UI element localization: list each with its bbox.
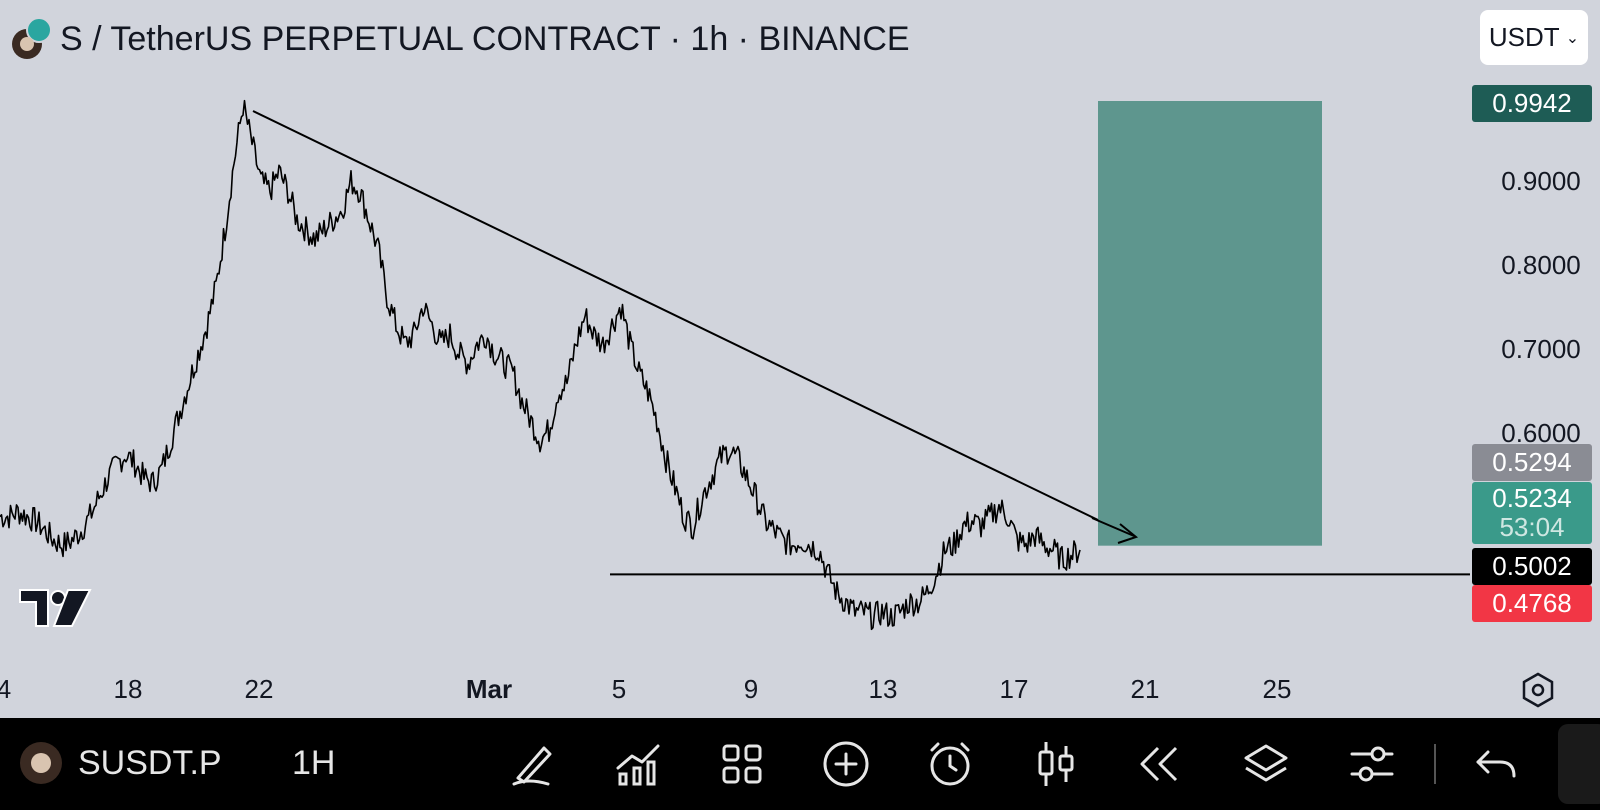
date-label: 13 <box>868 674 898 704</box>
indicators-icon[interactable] <box>612 738 664 790</box>
last-price-label: 0.5234 <box>1492 483 1572 513</box>
date-label: 5 <box>611 674 627 704</box>
settings-sliders-icon[interactable] <box>1346 738 1398 790</box>
interval-button[interactable]: 1H <box>292 744 336 782</box>
symbol-logo-icon <box>20 742 62 784</box>
date-label: 25 <box>1262 674 1292 704</box>
level-price-tag: 0.5002 <box>1472 548 1592 585</box>
entry-price-tag: 0.5294 <box>1472 444 1592 481</box>
price-tick: 0.6000 <box>1501 418 1581 448</box>
last-price-tag: 0.5234 53:04 <box>1472 482 1592 544</box>
draw-icon[interactable] <box>508 738 560 790</box>
projection-arrow-head <box>1117 523 1139 544</box>
alert-icon[interactable] <box>924 738 976 790</box>
tradingview-logo <box>19 589 92 627</box>
date-label: 17 <box>999 674 1029 704</box>
date-label: Mar <box>465 674 513 704</box>
price-chart[interactable] <box>0 0 1600 718</box>
price-tick: 0.8000 <box>1501 250 1581 280</box>
date-label: 18 <box>113 674 143 704</box>
chart-settings-icon[interactable] <box>1518 670 1558 710</box>
date-label: 21 <box>1130 674 1160 704</box>
stop-price-tag: 0.4768 <box>1472 585 1592 622</box>
date-label: 22 <box>244 674 274 704</box>
currency-selector[interactable]: USDT ⌄ <box>1480 10 1588 65</box>
target-price-tag: 0.9942 <box>1472 85 1592 122</box>
chart-area[interactable]: S / TetherUS PERPETUAL CONTRACT · 1h · B… <box>0 0 1600 718</box>
chart-header: S / TetherUS PERPETUAL CONTRACT · 1h · B… <box>12 14 910 64</box>
symbol-title[interactable]: S / TetherUS PERPETUAL CONTRACT · 1h · B… <box>60 19 910 58</box>
date-label: 9 <box>743 674 759 704</box>
bottom-toolbar: SUSDT.P 1H <box>0 718 1600 810</box>
date-label: 4 <box>0 674 12 704</box>
currency-label: USDT <box>1488 22 1560 52</box>
symbol-logo-icon <box>12 17 52 59</box>
candles-icon[interactable] <box>1030 738 1082 790</box>
add-icon[interactable] <box>820 738 872 790</box>
trendline <box>252 110 1099 521</box>
price-tick: 0.9000 <box>1501 166 1581 196</box>
undo-icon[interactable] <box>1470 738 1522 790</box>
toolbar-overflow-handle[interactable] <box>1558 724 1600 804</box>
price-tick: 0.7000 <box>1501 334 1581 364</box>
bar-countdown: 53:04 <box>1499 512 1565 542</box>
chevron-down-icon: ⌄ <box>1565 29 1580 47</box>
price-series-line <box>0 99 1081 631</box>
symbol-button[interactable]: SUSDT.P <box>78 744 222 782</box>
toolbar-divider <box>1434 744 1436 784</box>
target-zone <box>1098 101 1322 546</box>
replay-icon[interactable] <box>1134 738 1186 790</box>
layout-grid-icon[interactable] <box>716 738 768 790</box>
projection-arrow <box>1091 517 1135 537</box>
layers-icon[interactable] <box>1240 738 1292 790</box>
